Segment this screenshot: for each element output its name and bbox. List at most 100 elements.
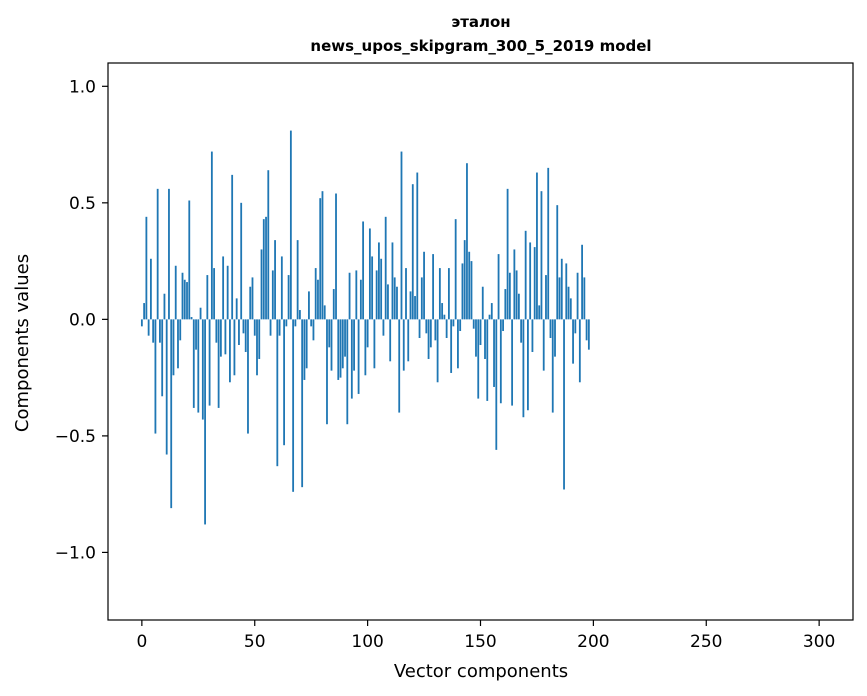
x-tick-label: 150	[464, 632, 496, 652]
bar	[499, 319, 502, 404]
bar	[382, 319, 385, 336]
bar	[468, 251, 471, 320]
bar	[490, 303, 493, 320]
bar	[186, 282, 188, 320]
bar	[328, 319, 331, 348]
bar	[224, 319, 227, 355]
bar	[170, 319, 173, 509]
bar	[409, 291, 412, 320]
bar	[319, 198, 322, 320]
bar	[147, 319, 150, 336]
bar	[188, 200, 191, 320]
bar	[429, 319, 432, 348]
bar	[434, 319, 437, 341]
x-tick-label: 200	[577, 632, 609, 652]
bar	[472, 319, 475, 329]
bar	[565, 263, 568, 320]
bar	[587, 319, 590, 350]
y-axis-label: Components values	[12, 254, 33, 432]
bar-series	[140, 130, 590, 525]
bar	[280, 256, 283, 320]
bar	[161, 319, 164, 397]
bar	[549, 319, 552, 338]
bar	[371, 256, 374, 320]
bar	[210, 151, 213, 320]
bar	[567, 286, 570, 320]
bar	[578, 319, 581, 383]
chart-title: эталон	[451, 13, 510, 31]
bar	[353, 319, 355, 371]
bar	[558, 277, 561, 320]
bar	[368, 228, 371, 320]
bar	[398, 319, 401, 413]
bar	[574, 319, 577, 334]
bar	[301, 319, 304, 488]
bar	[511, 319, 514, 406]
bar	[332, 289, 335, 320]
bar	[416, 172, 419, 320]
bar	[420, 277, 423, 320]
bar	[341, 319, 344, 369]
bar	[484, 319, 486, 359]
x-tick-label: 100	[351, 632, 383, 652]
bar	[262, 219, 265, 320]
bar	[285, 319, 288, 327]
bar	[219, 319, 222, 357]
bar	[229, 319, 231, 383]
bar	[238, 319, 240, 345]
bar	[192, 319, 195, 408]
bar	[179, 319, 182, 341]
bar	[152, 319, 155, 343]
bar	[513, 249, 516, 320]
bar	[576, 272, 579, 320]
bar	[317, 279, 319, 320]
bar	[140, 319, 143, 327]
bar	[323, 305, 326, 320]
bar	[156, 188, 159, 320]
bar	[240, 202, 243, 320]
axes: 0 50 100 150 200 250 300 1.0 0.5 0.0 −0.5 −1.0	[55, 62, 854, 652]
bar	[226, 265, 229, 320]
bar	[581, 244, 583, 320]
bar	[405, 268, 407, 320]
bar	[201, 319, 204, 420]
bar	[242, 319, 245, 334]
bar	[208, 319, 211, 406]
bar	[269, 319, 272, 336]
bar	[344, 319, 346, 357]
bar	[384, 216, 387, 320]
bar	[283, 319, 285, 446]
bar	[346, 319, 349, 425]
bar	[253, 319, 256, 336]
bar	[168, 188, 170, 320]
bar	[450, 319, 453, 373]
bar	[380, 258, 383, 320]
bar	[163, 293, 166, 320]
bar	[249, 286, 252, 320]
bar	[337, 319, 340, 380]
bar	[378, 242, 380, 320]
bar	[222, 256, 225, 320]
bar	[585, 319, 588, 341]
bar	[540, 191, 543, 320]
bar	[396, 286, 398, 320]
bar	[411, 184, 414, 320]
y-tick-label: 0.0	[69, 310, 96, 330]
bar	[414, 296, 416, 320]
bar	[355, 270, 358, 320]
bar	[545, 275, 547, 320]
bar	[445, 319, 448, 338]
y-tick-label: −0.5	[55, 427, 96, 447]
y-tick-label: 0.5	[69, 194, 96, 214]
bar	[391, 242, 394, 320]
bar	[213, 268, 216, 320]
bar	[348, 272, 351, 320]
bar	[145, 216, 148, 320]
bar	[459, 319, 462, 332]
bar	[402, 319, 405, 371]
bar	[572, 319, 574, 364]
bar	[538, 305, 541, 320]
bar	[389, 319, 392, 362]
bar	[461, 263, 464, 320]
